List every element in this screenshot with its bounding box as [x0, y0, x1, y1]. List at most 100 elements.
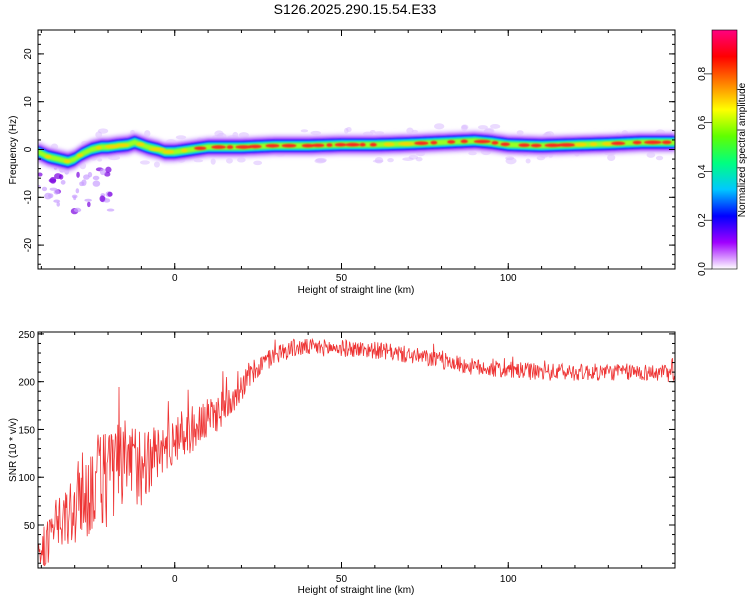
snr-y-label: SNR (10 * v/v) [8, 418, 19, 482]
ridge-hotspot [76, 153, 84, 158]
snr-panel: 0 50 100 50 100 150 200 250 Height of straight … [8, 330, 676, 596]
colorbar-tick-label: 0.8 [697, 67, 708, 81]
ridge-hotspot [574, 142, 587, 147]
ridge-hotspot [661, 140, 672, 145]
spectrogram-panel: 0 50 100 -20 -10 0 10 20 Height of straight lin… [8, 29, 676, 296]
noise-blob [490, 123, 501, 129]
noise-blob [344, 127, 349, 134]
noise-blob [139, 160, 150, 165]
noise-blob [106, 208, 115, 212]
ridge-hotspot [460, 139, 468, 144]
noise-blob [461, 124, 469, 130]
spectrogram-axes: 0 50 100 -20 -10 0 10 20 [23, 30, 676, 284]
x-tick-label: 100 [500, 574, 517, 585]
ridge-hotspot [557, 143, 576, 147]
y-tick-label: -20 [23, 237, 34, 252]
spectrogram-heatmap [38, 123, 675, 215]
noise-blob [60, 180, 66, 185]
noise-blob [505, 157, 517, 165]
ridge-hotspot [162, 150, 175, 154]
spectrogram-y-label: Frequency (Hz) [8, 116, 19, 185]
ridge-hotspot [491, 141, 499, 145]
noise-blob [81, 179, 87, 186]
ridge-hotspot [301, 143, 315, 148]
ridge-hotspot [414, 141, 429, 145]
colorbar-tick-label: 0.6 [697, 115, 708, 129]
noise-blob [387, 158, 394, 163]
y-tick-label: 150 [18, 425, 35, 436]
noise-blob [71, 194, 78, 199]
noise-blob [525, 158, 531, 164]
ridge-hotspot [518, 143, 531, 147]
noise-blob [372, 159, 384, 163]
y-tick-label: 250 [18, 330, 35, 341]
noise-blob [104, 171, 111, 177]
noise-blob [237, 157, 246, 163]
y-tick-label: 200 [18, 378, 35, 389]
y-tick-label: 10 [23, 96, 34, 108]
colorbar: 0.0 0.2 0.4 0.6 0.8 Normalized spectral ampl… [697, 29, 748, 276]
noise-blob [83, 174, 90, 180]
y-tick-label: 20 [23, 48, 34, 60]
noise-blob [99, 195, 106, 202]
ridge-hotspot [398, 142, 415, 146]
noise-blob [415, 156, 423, 162]
snr-axes: 0 50 100 50 100 150 200 250 [18, 330, 676, 585]
noise-blob [49, 176, 57, 184]
ridge-hotspot [211, 145, 227, 149]
noise-blob [607, 154, 616, 162]
ridge-hotspot [345, 142, 360, 147]
colorbar-tick-label: 0.0 [697, 262, 708, 276]
noise-blob [99, 168, 106, 176]
ridge-hotspot [632, 140, 642, 145]
x-tick-label: 50 [336, 273, 348, 284]
colorbar-tick-label: 0.4 [697, 164, 708, 178]
x-tick-label: 0 [172, 273, 178, 284]
ridge-hotspot [383, 142, 395, 147]
ridge-band [38, 138, 675, 164]
figure-title: S126.2025.290.15.54.E33 [274, 1, 437, 17]
noise-blob [175, 135, 187, 140]
noise-blob [92, 180, 101, 187]
ridge-hotspot [430, 140, 438, 145]
ridge-hotspot [181, 148, 188, 153]
ridge-hotspot [589, 142, 598, 146]
snr-frame [37, 331, 676, 569]
y-tick-label: -10 [23, 190, 34, 205]
ridge-hotspot [194, 146, 207, 151]
ridge-hotspot [312, 143, 325, 148]
noise-blob [75, 188, 80, 194]
ridge-hotspot [447, 140, 456, 144]
ridge-hotspot [63, 159, 71, 164]
ridge-hotspot [148, 147, 166, 152]
noise-blob [153, 161, 160, 168]
noise-blob [210, 158, 216, 165]
ridge-hotspot [530, 143, 542, 148]
noise-blob [92, 175, 100, 181]
noise-blob [97, 128, 109, 134]
y-tick-label: 0 [23, 146, 34, 152]
ridge-hotspot [104, 144, 120, 149]
noise-blob [402, 157, 414, 161]
noise-blob [214, 130, 224, 137]
noise-blob [253, 160, 263, 166]
noise-blob [76, 171, 80, 178]
ridge-hotspot [248, 144, 262, 149]
noise-blob [56, 201, 61, 207]
y-tick-label: 100 [18, 473, 35, 484]
ridge-hotspot [136, 142, 145, 147]
ridge-hotspot [334, 142, 347, 147]
colorbar-gradient [711, 29, 738, 270]
ridge-hotspot [95, 145, 102, 150]
noise-blob [53, 189, 60, 195]
noise-blob [73, 207, 82, 213]
colorbar-label: Normalized spectral amplitude [737, 82, 748, 217]
ridge-hotspot [601, 141, 614, 146]
ridge-hotspot [643, 140, 662, 145]
ridge-hotspot [611, 141, 626, 146]
noise-blob [314, 158, 327, 164]
ridge-hotspot [326, 143, 333, 147]
ridge-hotspot [281, 143, 297, 148]
